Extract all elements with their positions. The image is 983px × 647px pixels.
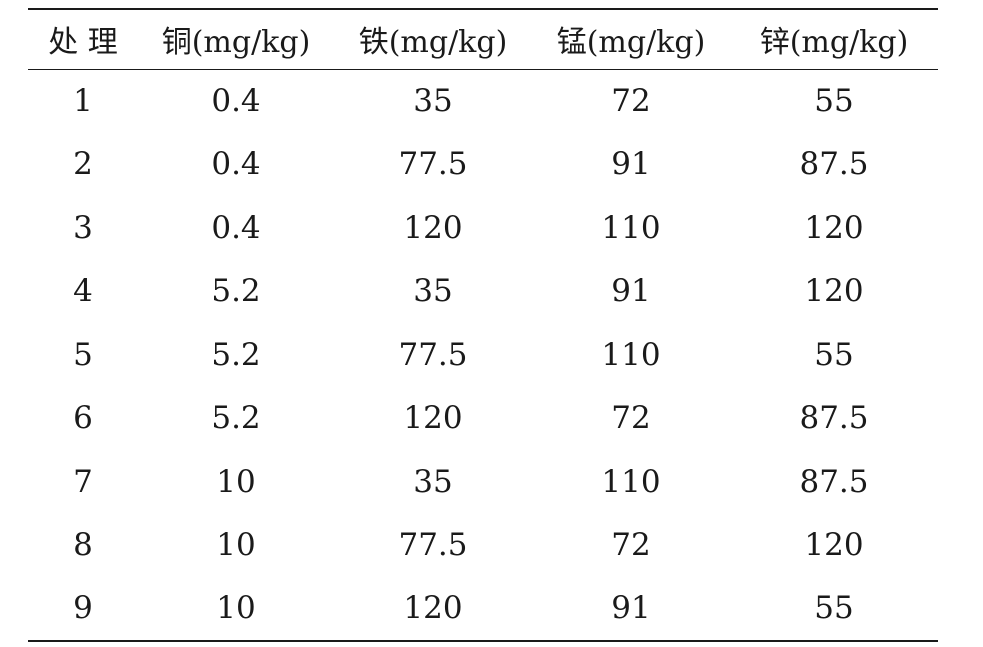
cell-treatment: 4 [73,273,93,310]
cell-zinc: 87.5 [799,146,869,183]
cell-zinc: 120 [804,209,864,246]
cell-iron: 77.5 [398,527,468,564]
header-copper: 铜(mg/kg) [138,8,334,70]
table-row: 9 10 120 91 55 [28,577,938,642]
cell-treatment: 6 [73,400,93,437]
table-row: 7 10 35 110 87.5 [28,450,938,514]
cell-iron: 120 [334,577,532,642]
cell-zinc: 120 [804,273,864,310]
table-row: 3 0.4 120 110 120 [28,196,938,260]
cell-copper: 0.4 [211,146,261,183]
data-table-container: 处 理 铜(mg/kg) 铁(mg/kg) 锰(mg/kg) 锌(mg/kg) … [28,8,938,642]
cell-copper: 10 [138,577,334,642]
table-row: 2 0.4 77.5 91 87.5 [28,133,938,197]
cell-manganese: 110 [601,209,661,246]
header-iron: 铁(mg/kg) [334,8,532,70]
cell-iron: 120 [403,400,463,437]
cell-zinc: 87.5 [799,400,869,437]
cell-copper: 5.2 [211,400,261,437]
table-row: 5 5.2 77.5 110 55 [28,323,938,387]
table-row: 4 5.2 35 91 120 [28,260,938,324]
cell-manganese: 72 [611,83,651,119]
cell-iron: 77.5 [398,336,468,373]
cell-treatment: 3 [73,209,93,246]
cell-treatment: 5 [73,336,93,373]
cell-copper: 10 [216,527,256,564]
cell-manganese: 91 [532,577,730,642]
cell-treatment: 1 [73,83,93,119]
cell-zinc: 120 [804,527,864,564]
cell-copper: 10 [216,463,256,500]
cell-manganese: 91 [611,273,651,310]
cell-copper: 0.4 [211,209,261,246]
header-treatment: 处 理 [28,8,138,70]
cell-manganese: 91 [611,146,651,183]
cell-zinc: 55 [814,83,854,119]
cell-copper: 5.2 [211,336,261,373]
cell-manganese: 72 [611,527,651,564]
table-row: 8 10 77.5 72 120 [28,514,938,578]
cell-manganese: 72 [611,400,651,437]
cell-zinc: 55 [814,336,854,373]
cell-treatment: 7 [73,463,93,500]
header-manganese: 锰(mg/kg) [532,8,730,70]
cell-manganese: 110 [601,336,661,373]
cell-iron: 35 [413,463,453,500]
cell-zinc: 55 [730,577,938,642]
table-header: 处 理 铜(mg/kg) 铁(mg/kg) 锰(mg/kg) 锌(mg/kg) [28,8,938,70]
table-body: 1 0.4 35 72 55 2 0.4 77.5 91 87.5 3 0.4 120 110 120 4 5.… [28,69,938,642]
cell-iron: 120 [403,209,463,246]
table-row: 6 5.2 120 72 87.5 [28,387,938,451]
cell-treatment: 9 [28,577,138,642]
cell-copper: 5.2 [211,273,261,310]
cell-iron: 35 [413,83,453,119]
cell-copper: 0.4 [211,83,261,119]
cell-iron: 35 [413,273,453,310]
header-zinc: 锌(mg/kg) [730,8,938,70]
cell-iron: 77.5 [398,146,468,183]
table-row: 1 0.4 35 72 55 [28,69,938,133]
cell-zinc: 87.5 [799,463,869,500]
cell-manganese: 110 [601,463,661,500]
data-table: 处 理 铜(mg/kg) 铁(mg/kg) 锰(mg/kg) 锌(mg/kg) … [28,8,938,642]
cell-treatment: 2 [73,146,93,183]
header-row: 处 理 铜(mg/kg) 铁(mg/kg) 锰(mg/kg) 锌(mg/kg) [28,8,938,70]
cell-treatment: 8 [73,527,93,564]
